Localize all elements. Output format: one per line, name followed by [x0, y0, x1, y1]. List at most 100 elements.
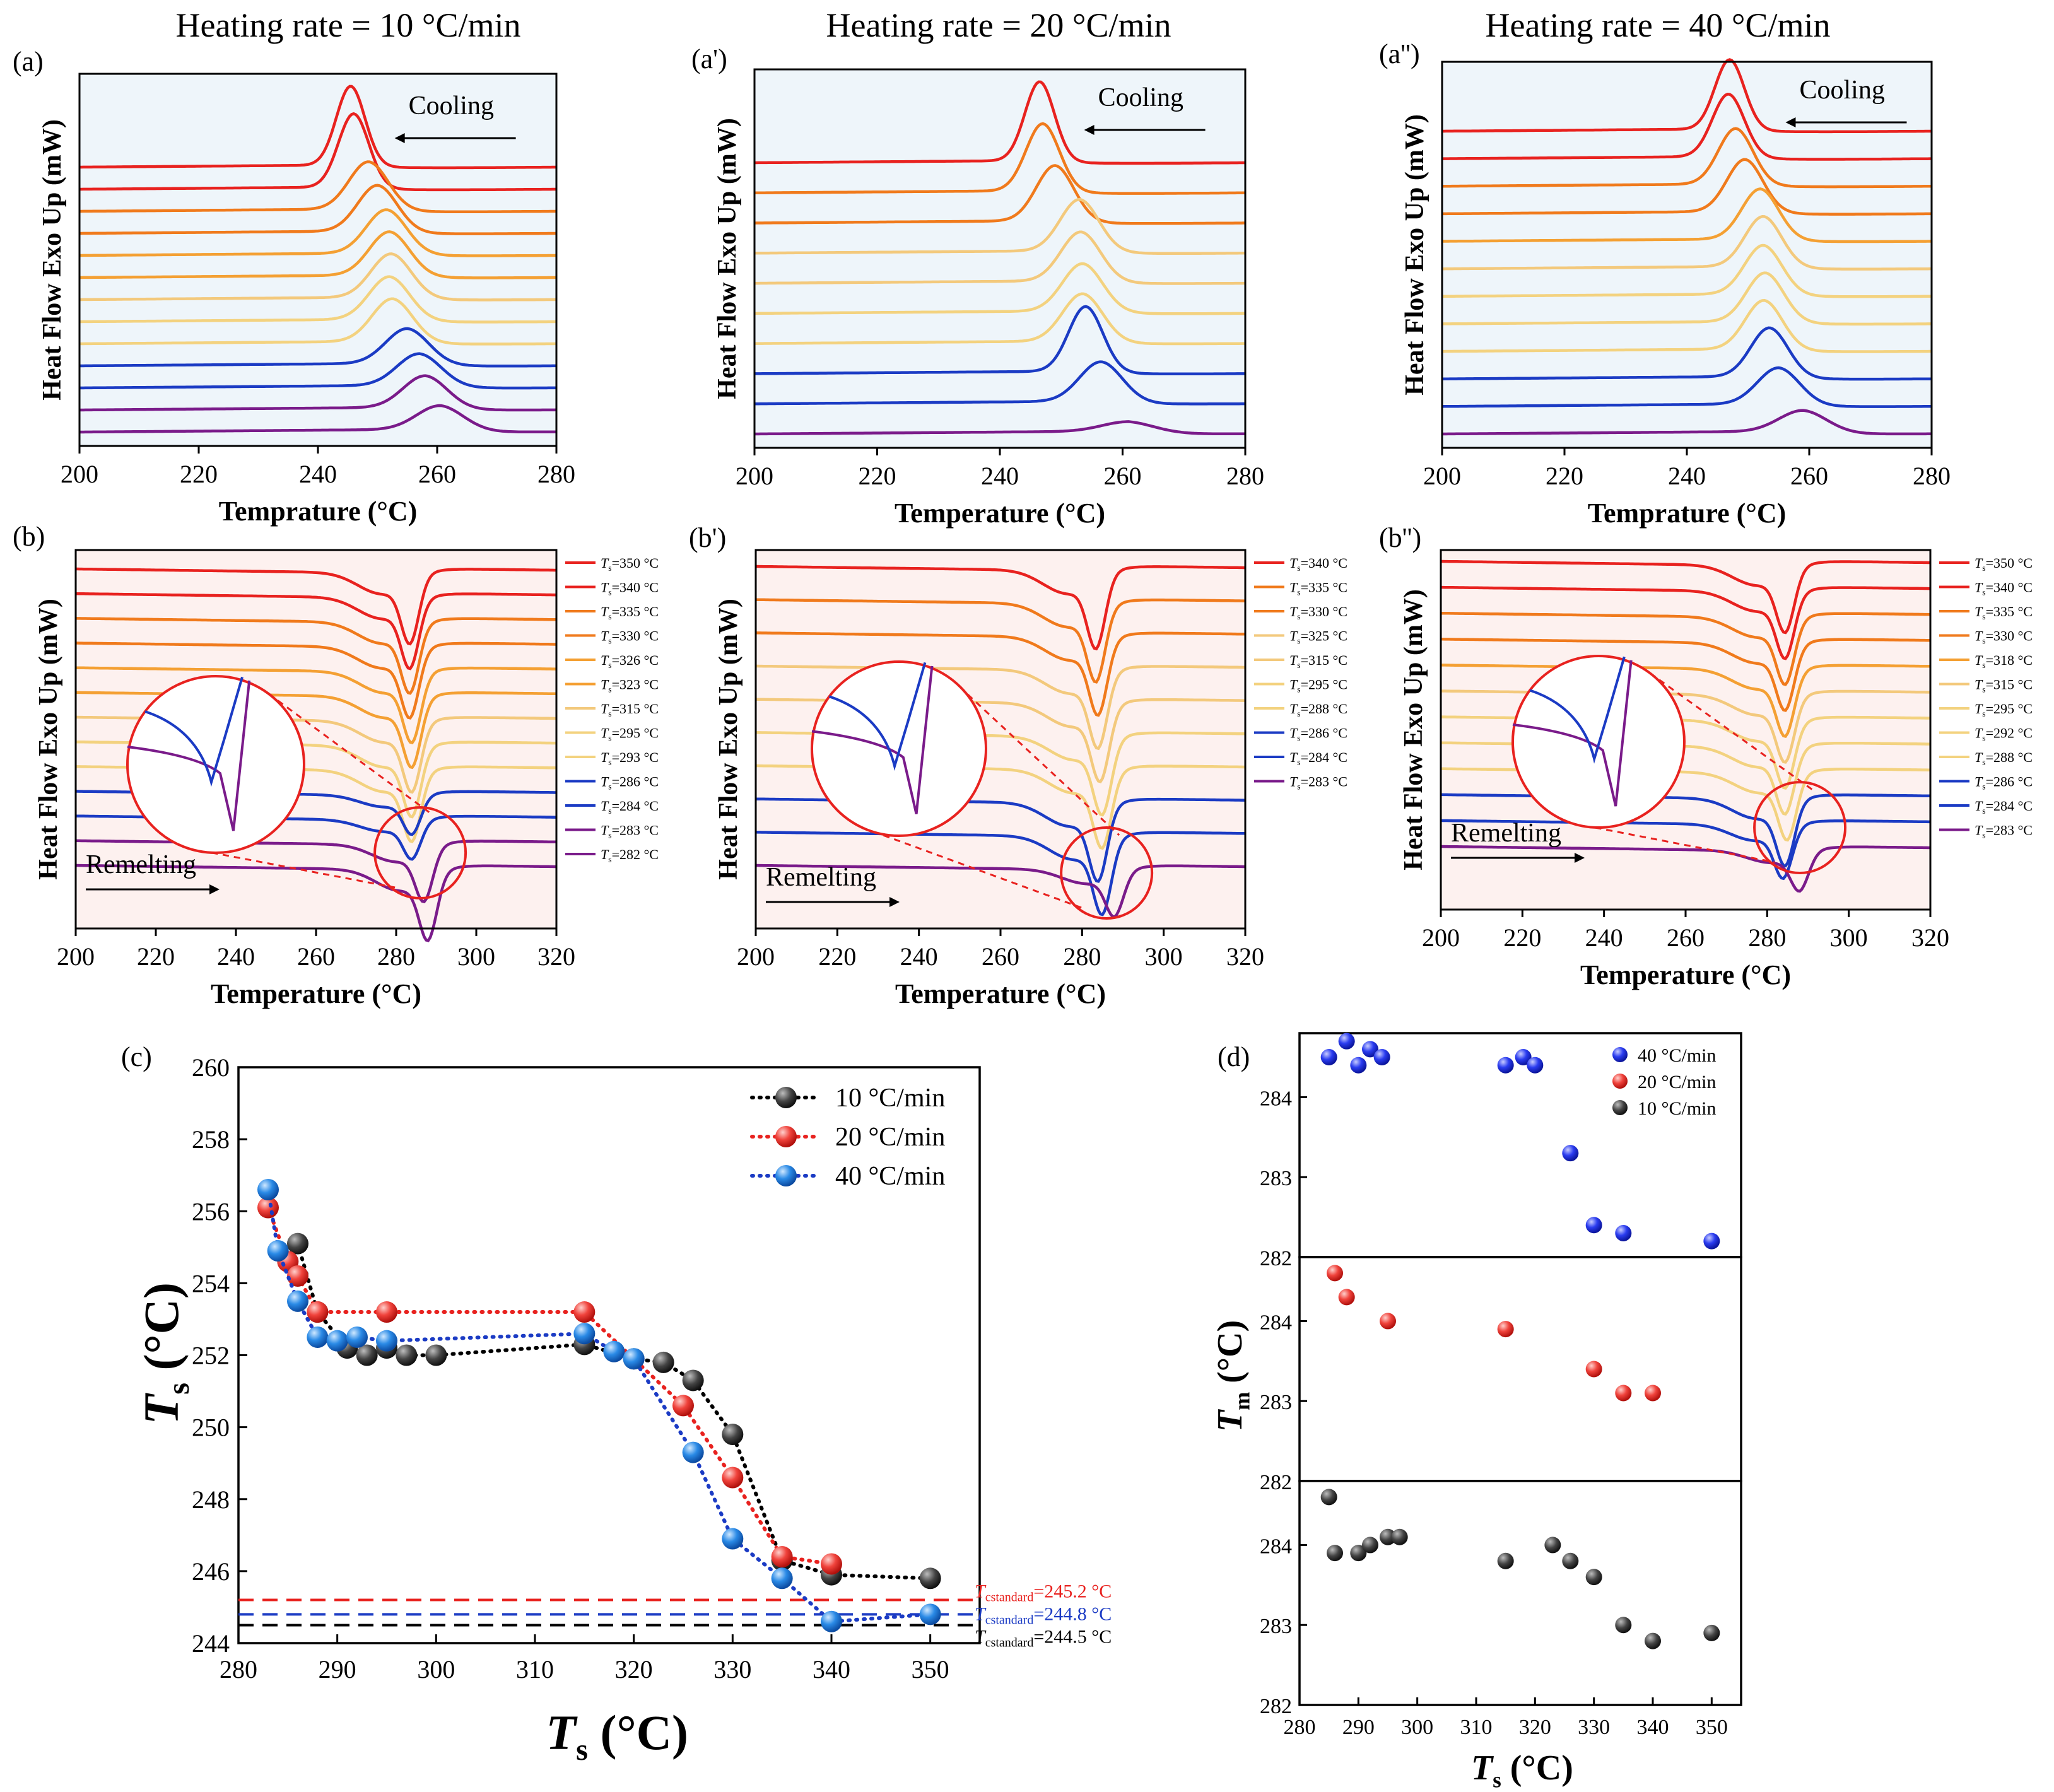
legend-label-ts-330: Ts=330 °C — [601, 628, 659, 646]
x-axis-label: Temperature (°C) — [211, 978, 421, 1009]
x-tick-label: 350 — [912, 1655, 949, 1684]
chart-panel-a-prime: 200 220 240 260 280 Temperature (°C) Heat Flow… — [691, 44, 1264, 529]
legend-label: 10 °C/min — [835, 1084, 945, 1113]
data-point — [1527, 1057, 1544, 1074]
x-tick-label: 330 — [1578, 1716, 1610, 1739]
data-point — [623, 1348, 645, 1370]
x-tick-label: 280 — [377, 942, 415, 971]
x-tick-label: 280 — [1748, 923, 1786, 952]
y-tick-label: 250 — [192, 1414, 230, 1442]
sub-axes-frame — [1298, 1480, 1742, 1706]
x-tick-label: 340 — [813, 1655, 850, 1684]
dsc-curve-ts-286 — [1442, 326, 1932, 381]
legend-label: 40 °C/min — [835, 1162, 945, 1191]
data-point — [1373, 1049, 1390, 1066]
x-axis-label: Temprature (°C) — [1588, 498, 1787, 529]
panel-tag: (b') — [689, 522, 726, 553]
x-tick-label: 220 — [137, 942, 175, 971]
annotation-arrow-head — [394, 133, 405, 143]
dsc-curve-ts-335 — [1441, 611, 1931, 686]
dsc-curve-ts-295 — [79, 275, 557, 324]
x-tick-label: 300 — [457, 942, 495, 971]
dsc-curve-ts-284 — [79, 352, 556, 390]
data-point — [1645, 1632, 1661, 1649]
y-tick-label: 244 — [192, 1629, 230, 1658]
x-tick-label: 260 — [982, 942, 1019, 971]
x-axis-label: Temperature (°C) — [895, 498, 1105, 529]
dsc-curve-ts-318 — [1441, 664, 1931, 738]
dsc-curve-ts-286 — [754, 305, 1245, 376]
data-point — [652, 1351, 674, 1373]
y-tick-label: 282 — [1260, 1247, 1292, 1270]
dsc-curve-ts-283 — [75, 839, 556, 904]
legend-swatch-marker — [1612, 1100, 1628, 1115]
data-point — [1362, 1041, 1378, 1058]
y-tick-label: 246 — [192, 1557, 230, 1586]
x-tick-label: 240 — [1668, 462, 1706, 490]
y-axis-label: Heat Flow Exo Up (mW) — [1400, 114, 1429, 395]
legend-label-ts-284: Ts=284 °C — [1975, 798, 2033, 816]
panel-tag: (b) — [13, 521, 45, 552]
plot-background — [1442, 62, 1932, 448]
dsc-curve-ts-350 — [79, 85, 556, 170]
annotation-text: Cooling — [1799, 76, 1884, 105]
zoom-leader-line — [189, 847, 396, 889]
x-tick-label: 240 — [981, 462, 1019, 490]
data-point — [1585, 1569, 1602, 1586]
legend-label-ts-295: Ts=295 °C — [601, 725, 659, 743]
plot-background — [79, 74, 556, 446]
x-tick-label: 290 — [1342, 1716, 1375, 1739]
chart-panel-a-double-prime: 200 220 240 260 280 Temprature (°C) Heat Flow … — [1379, 38, 1951, 529]
dsc-curve-ts-284 — [755, 831, 1245, 916]
y-tick-label: 284 — [1260, 1087, 1292, 1110]
dsc-curve-ts-350 — [76, 567, 556, 646]
dsc-curve-ts-340 — [754, 80, 1245, 165]
dsc-curve-ts-292 — [1441, 271, 1932, 326]
data-point — [287, 1290, 308, 1312]
data-point — [722, 1467, 744, 1489]
data-point — [287, 1265, 308, 1287]
dsc-curve-ts-293 — [79, 297, 557, 346]
zoom-inset-curve-blue — [1529, 656, 1626, 764]
x-tick-label: 300 — [1830, 923, 1868, 952]
zoom-inset-curve-purple — [1512, 660, 1633, 807]
x-tick-label: 220 — [818, 942, 856, 971]
dsc-curve-ts-283 — [754, 420, 1246, 436]
x-tick-label: 310 — [1460, 1716, 1493, 1739]
data-point — [287, 1233, 308, 1255]
dsc-curve-ts-283 — [756, 864, 1245, 918]
y-tick-label: 260 — [192, 1053, 230, 1082]
x-axis-label: Temperature (°C) — [895, 978, 1106, 1009]
legend-label-ts-286: Ts=286 °C — [601, 774, 659, 792]
zoom-leader-line — [872, 830, 1082, 909]
legend-label-ts-288: Ts=288 °C — [1289, 701, 1347, 718]
data-point — [1562, 1552, 1579, 1569]
x-tick-label: 220 — [859, 462, 896, 490]
dsc-curve-ts-335 — [1441, 127, 1932, 189]
legend-label-ts-286: Ts=286 °C — [1289, 725, 1347, 743]
data-point — [1338, 1289, 1355, 1306]
dsc-curve-ts-282 — [76, 864, 556, 942]
annotation-arrow-head — [889, 897, 900, 907]
x-tick-label: 340 — [1637, 1716, 1669, 1739]
legend-label-ts-283: Ts=283 °C — [1975, 823, 2033, 840]
zoom-leader-line — [950, 678, 1120, 836]
legend-label: 20 °C/min — [835, 1123, 945, 1152]
x-axis-label: Temprature (°C) — [219, 496, 418, 527]
data-point — [771, 1567, 793, 1590]
dsc-curve-ts-286 — [1440, 793, 1930, 868]
dsc-curve-ts-295 — [754, 262, 1245, 315]
legend-label: 40 °C/min — [1638, 1045, 1717, 1066]
legend-label-ts-284: Ts=284 °C — [1289, 749, 1347, 767]
legend-swatch-marker — [775, 1165, 797, 1186]
dsc-curve-ts-284 — [754, 360, 1245, 406]
y-axis-label: Heat Flow Exo Up (mW) — [38, 119, 67, 401]
legend-swatch-marker — [775, 1126, 797, 1147]
dsc-curve-ts-330 — [1442, 158, 1932, 216]
annotation-arrow-head — [1575, 853, 1585, 863]
data-point — [396, 1344, 418, 1366]
chart-panel-a: 200 220 240 260 280 Temprature (°C) Heat Flow … — [13, 46, 575, 527]
x-tick-label: 240 — [217, 942, 255, 971]
data-point — [1615, 1385, 1632, 1402]
data-point — [573, 1301, 596, 1323]
